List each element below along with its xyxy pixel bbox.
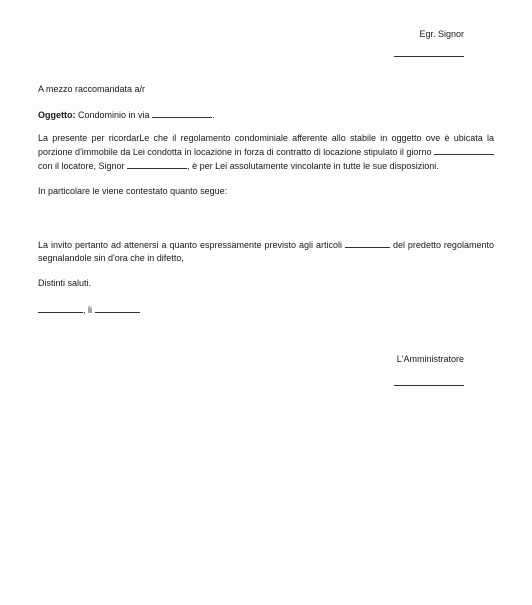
to-label: Egr. Signor [419, 29, 464, 39]
subject-line: Oggetto: Condominio in via . [38, 108, 494, 122]
contest-gap [38, 210, 494, 238]
subject-text: Condominio in via [78, 110, 150, 120]
date-row: , li [38, 303, 494, 317]
p3-articles-blank [345, 238, 390, 248]
paragraph-2: In particolare le viene contestato quant… [38, 185, 494, 198]
signature-block: L'Amministratore [38, 353, 494, 390]
place-blank [38, 303, 83, 313]
delivery-method: A mezzo raccomandata a/r [38, 83, 494, 96]
p1-name-blank [127, 159, 187, 169]
signature-label: L'Amministratore [38, 353, 464, 366]
addressee-title: Egr. Signor [38, 28, 464, 41]
subject-label: Oggetto [38, 110, 73, 120]
date-sep: , li [83, 305, 92, 315]
p3-text-a: La invito pertanto ad attenersi a quanto… [38, 240, 342, 250]
addressee-block: Egr. Signor [38, 28, 494, 61]
paragraph-1: La presente per ricordarLe che il regola… [38, 132, 494, 173]
greeting-text: Distinti saluti. [38, 278, 91, 288]
addressee-name-blank [394, 47, 464, 57]
subject-address-blank [152, 108, 212, 118]
p1-text-b: con il locatore, Signor [38, 161, 125, 171]
signature-line-wrap [38, 376, 464, 390]
closing-greeting: Distinti saluti. [38, 277, 494, 290]
p1-date-blank [434, 145, 494, 155]
addressee-name-line [38, 47, 464, 61]
date-blank [95, 303, 140, 313]
p1-text-a: La presente per ricordarLe che il regola… [38, 133, 494, 157]
p2-text: In particolare le viene contestato quant… [38, 186, 227, 196]
p1-text-c: , è per Lei assolutamente vincolante in … [187, 161, 439, 171]
delivery-text: A mezzo raccomandata a/r [38, 84, 145, 94]
paragraph-3: La invito pertanto ad attenersi a quanto… [38, 238, 494, 265]
signature-blank [394, 376, 464, 386]
